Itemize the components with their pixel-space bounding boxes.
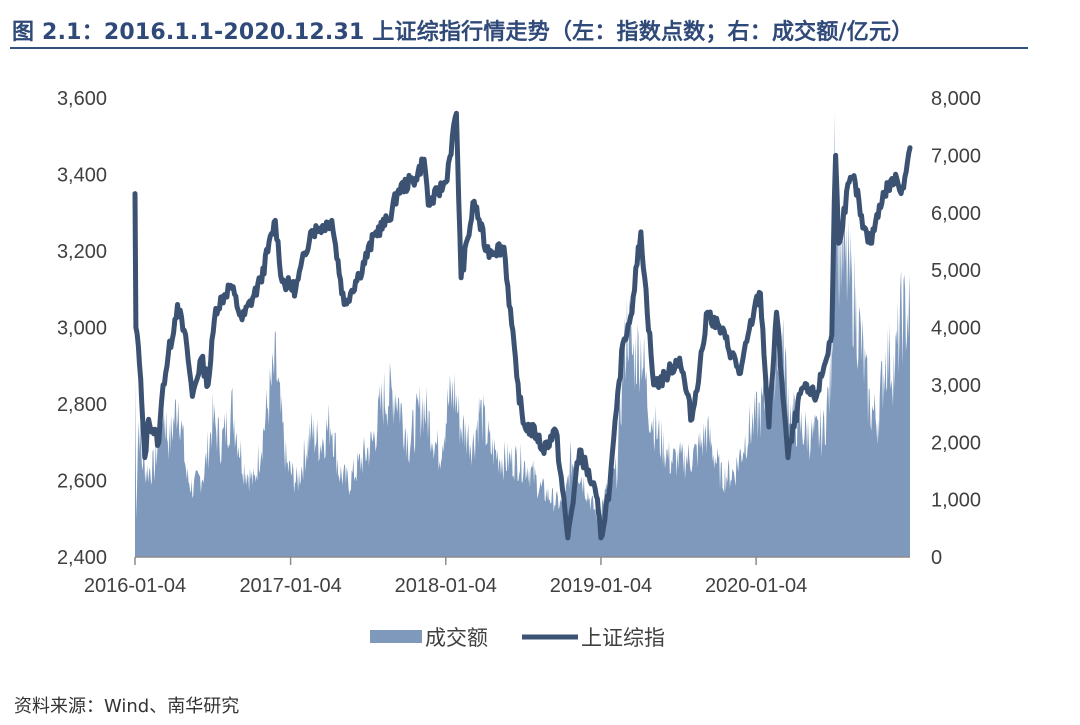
right-y-tick-label: 8,000	[931, 88, 981, 110]
legend-label-index: 上证综指	[581, 626, 665, 650]
right-y-tick-label: 1,000	[931, 490, 981, 512]
x-tick-label: 2016-01-04	[84, 575, 186, 597]
x-axis-ticks: 2016-01-04 2017-01-04 2018-01-04 2019-01-04…	[84, 557, 807, 597]
x-tick-label: 2018-01-04	[395, 575, 497, 597]
index-line-series	[132, 110, 913, 541]
left-y-tick-label: 2,600	[57, 471, 107, 493]
right-y-tick-label: 2,000	[931, 432, 981, 454]
left-y-axis: 2,400 2,600 2,800 3,000 3,200 3,400 3,600	[57, 88, 107, 569]
axes: 2016-01-04 2017-01-04 2018-01-04 2019-01-04…	[57, 88, 981, 597]
volume-area-series	[135, 112, 910, 557]
legend-swatch-volume	[370, 630, 422, 643]
right-y-tick-label: 3,000	[931, 375, 981, 397]
x-tick-label: 2020-01-04	[705, 575, 807, 597]
legend-label-volume: 成交额	[425, 626, 488, 650]
source-note: 资料来源：Wind、南华研究	[14, 696, 240, 717]
plot-area	[132, 110, 913, 557]
right-y-tick-label: 4,000	[931, 318, 981, 340]
left-y-tick-label: 3,200	[57, 241, 107, 263]
left-y-tick-label: 3,400	[57, 165, 107, 187]
left-y-tick-label: 2,800	[57, 394, 107, 416]
legend: 成交额 上证综指	[370, 626, 665, 650]
stock-index-chart: 2016-01-04 2017-01-04 2018-01-04 2019-01-04…	[57, 88, 981, 650]
title-underline	[10, 47, 1028, 49]
right-y-tick-label: 7,000	[931, 145, 981, 167]
figure-title: 图 2.1：2016.1.1-2020.12.31 上证综指行情走势（左：指数点…	[12, 20, 914, 45]
left-y-tick-label: 2,400	[57, 547, 107, 569]
x-tick-label: 2019-01-04	[550, 575, 652, 597]
left-y-tick-label: 3,000	[57, 318, 107, 340]
x-tick-label: 2017-01-04	[239, 575, 341, 597]
right-y-tick-label: 0	[931, 547, 942, 569]
left-y-tick-label: 3,600	[57, 88, 107, 110]
right-y-tick-label: 6,000	[931, 203, 981, 225]
right-y-axis: 0 1,000 2,000 3,000 4,000 5,000 6,000 7,000 8,00…	[931, 88, 981, 569]
right-y-tick-label: 5,000	[931, 260, 981, 282]
